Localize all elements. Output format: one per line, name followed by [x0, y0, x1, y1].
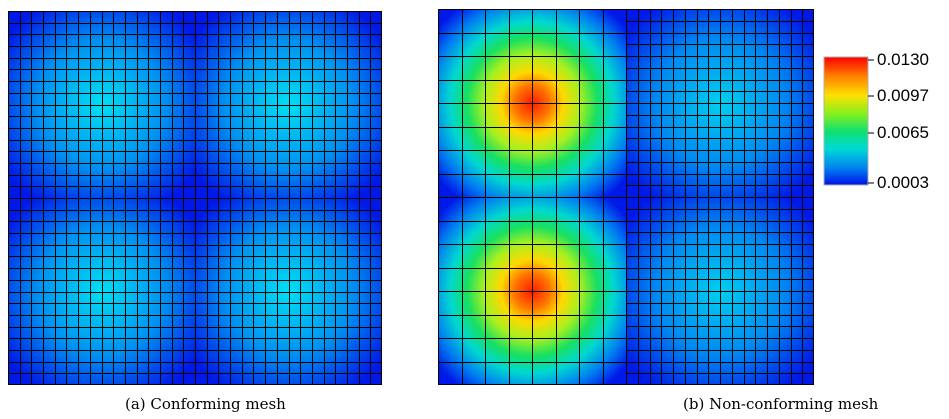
conforming-mesh-plot: [8, 11, 382, 385]
colorbar-graphic: [823, 56, 874, 186]
colorbar-label-2: 0.0097: [877, 86, 929, 105]
colorbar: [823, 56, 875, 188]
mesh-grid: [438, 9, 814, 385]
mesh-grid: [8, 11, 382, 385]
field-quadrant-top-right: [195, 11, 382, 198]
colorbar-gradient: [823, 56, 869, 186]
colorbar-label-3: 0.0065: [877, 123, 929, 142]
caption-b: (b) Non-conforming mesh: [683, 395, 879, 413]
field-quadrant-bottom-left: [8, 198, 195, 385]
panel-a-conforming-mesh: [8, 11, 382, 385]
mesh-border: [438, 9, 814, 385]
mesh-border: [8, 11, 382, 385]
nonconforming-mesh-plot: [438, 9, 814, 385]
colorbar-label-min: 0.0003: [877, 173, 929, 192]
caption-a: (a) Conforming mesh: [125, 395, 286, 413]
colorbar-label-max: 0.0130: [877, 50, 929, 69]
panel-b-nonconforming-mesh: [438, 9, 814, 385]
field-quadrant-top-left: [8, 11, 195, 198]
field-quadrant-bottom-right: [195, 198, 382, 385]
